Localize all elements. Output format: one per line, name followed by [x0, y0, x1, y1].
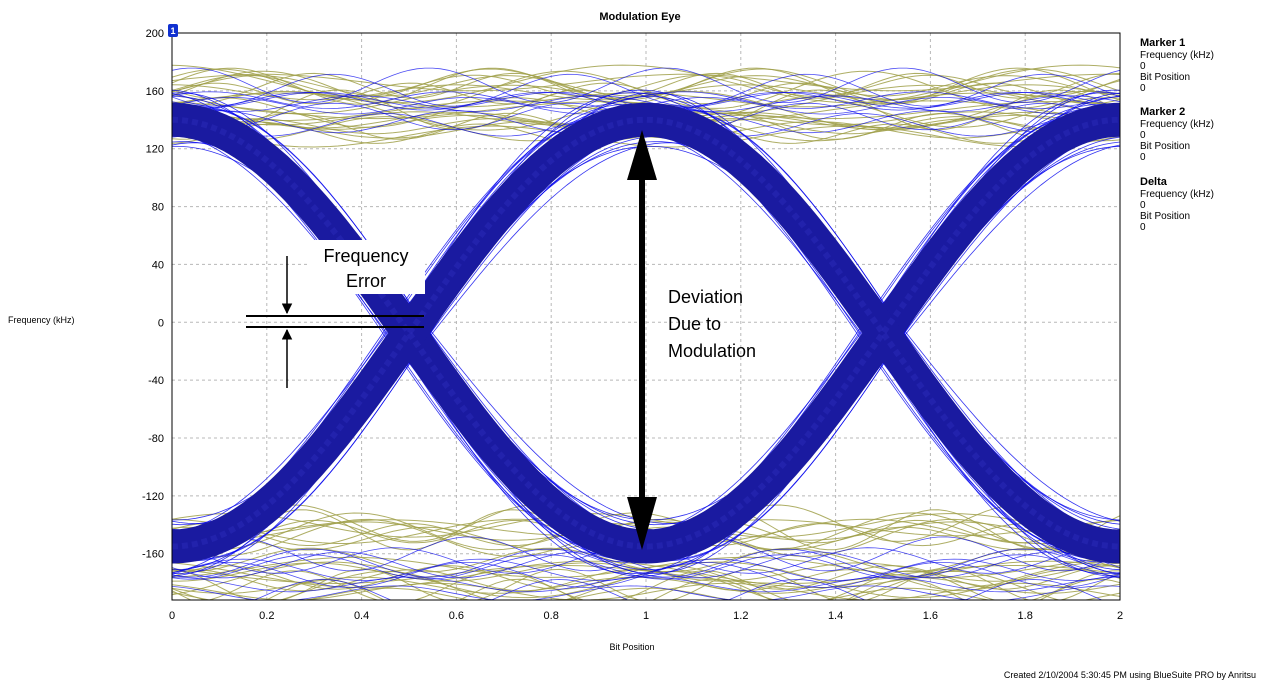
- x-tick-label: 1.8: [1018, 610, 1033, 622]
- x-tick-label: 0: [169, 610, 175, 622]
- plot-frame: [171, 32, 1121, 601]
- marker-1-freq-label: Frequency (kHz): [1140, 50, 1214, 61]
- y-tick-label: 200: [146, 28, 164, 40]
- blue-plateau-trace: [172, 558, 1120, 581]
- blue-plateau-trace: [172, 585, 1120, 600]
- marker-2-freq-label: Frequency (kHz): [1140, 119, 1214, 130]
- marker-1-title: Marker 1: [1140, 37, 1185, 49]
- blue-plateau-trace: [253, 579, 1103, 600]
- blue-plateau-trace: [172, 73, 1120, 107]
- x-axis-ticks: 0 0.2 0.4 0.6 0.8 1 1.2 1.4 1.6 1.8 2: [169, 610, 1123, 622]
- delta-readout: Delta Frequency (kHz) 0 Bit Position 0: [1140, 176, 1214, 233]
- delta-pos-value: 0: [1140, 222, 1146, 233]
- delta-title: Delta: [1140, 176, 1168, 188]
- frequency-error-line2: Error: [346, 271, 386, 291]
- eye-band-1-texture: [172, 116, 1120, 550]
- delta-freq-label: Frequency (kHz): [1140, 189, 1214, 200]
- y-tick-label: 0: [158, 317, 164, 329]
- deviation-line2: Due to: [668, 314, 721, 334]
- marker-2-pos-value: 0: [1140, 152, 1146, 163]
- frequency-error-annotation: Frequency Error: [246, 240, 425, 388]
- x-tick-label: 2: [1117, 610, 1123, 622]
- x-tick-label: 0.4: [354, 610, 369, 622]
- olive-trace-bottom: [172, 562, 1120, 582]
- olive-trace-top: [172, 74, 1120, 98]
- olive-trace-top: [172, 73, 1120, 92]
- y-axis-ticks: 200 160 120 80 40 0 -40 -80 -120 -160: [142, 28, 164, 561]
- marker-2-pos-label: Bit Position: [1140, 141, 1190, 152]
- y-tick-label: -120: [142, 491, 164, 503]
- x-tick-label: 1.2: [733, 610, 748, 622]
- olive-trace-bottom: [172, 565, 1120, 590]
- marker-1-freq-value: 0: [1140, 61, 1146, 72]
- y-tick-label: 40: [152, 259, 164, 271]
- x-tick-label: 1.6: [923, 610, 938, 622]
- frequency-error-line1: Frequency: [323, 246, 408, 266]
- y-tick-label: 120: [146, 144, 164, 156]
- y-tick-label: 160: [146, 86, 164, 98]
- marker-1-pos-label: Bit Position: [1140, 72, 1190, 83]
- olive-trace-bottom: [172, 582, 1120, 600]
- blue-plateau-trace: [172, 91, 1120, 109]
- blue-plateau-trace: [172, 576, 1120, 593]
- y-tick-label: 80: [152, 202, 164, 214]
- blue-plateau-trace: [172, 554, 1120, 580]
- delta-freq-value: 0: [1140, 200, 1146, 211]
- blue-plateau-trace: [172, 562, 1120, 588]
- olive-trace-top: [172, 82, 1120, 105]
- eye-traces: [172, 64, 1120, 600]
- x-tick-label: 0.8: [544, 610, 559, 622]
- marker-badge[interactable]: 1: [168, 24, 178, 37]
- deviation-line1: Deviation: [668, 287, 743, 307]
- olive-trace-bottom: [172, 564, 1120, 585]
- blue-plateau-trace: [172, 67, 1120, 103]
- marker-2-readout: Marker 2 Frequency (kHz) 0 Bit Position …: [1140, 106, 1214, 163]
- x-tick-label: 0.2: [259, 610, 274, 622]
- deviation-annotation: Deviation Due to Modulation: [627, 130, 756, 550]
- marker-1-readout: Marker 1 Frequency (kHz) 0 Bit Position …: [1140, 37, 1214, 94]
- marker-2-freq-value: 0: [1140, 130, 1146, 141]
- olive-trace-top: [172, 70, 1120, 110]
- x-axis-label: Bit Position: [609, 642, 654, 652]
- delta-pos-label: Bit Position: [1140, 211, 1190, 222]
- x-tick-label: 1: [643, 610, 649, 622]
- olive-trace-top: [172, 64, 1120, 104]
- marker-badge-label: 1: [170, 26, 175, 36]
- marker-2-title: Marker 2: [1140, 106, 1185, 118]
- olive-trace-bottom: [172, 587, 1120, 600]
- y-tick-label: -80: [148, 433, 164, 445]
- x-tick-label: 1.4: [828, 610, 843, 622]
- chart-title: Modulation Eye: [599, 11, 680, 23]
- y-tick-label: -40: [148, 375, 164, 387]
- deviation-line3: Modulation: [668, 341, 756, 361]
- eye-band-2-texture: [172, 116, 1120, 550]
- footer-credit: Created 2/10/2004 5:30:45 PM using BlueS…: [1004, 670, 1256, 680]
- marker-1-pos-value: 0: [1140, 83, 1146, 94]
- blue-plateau-trace: [172, 551, 1120, 579]
- y-axis-label: Frequency (kHz): [8, 315, 75, 325]
- blue-plateau-trace: [172, 95, 1120, 112]
- marker-panel: Marker 1 Frequency (kHz) 0 Bit Position …: [1140, 37, 1214, 233]
- x-tick-label: 0.6: [449, 610, 464, 622]
- y-tick-label: -160: [142, 549, 164, 561]
